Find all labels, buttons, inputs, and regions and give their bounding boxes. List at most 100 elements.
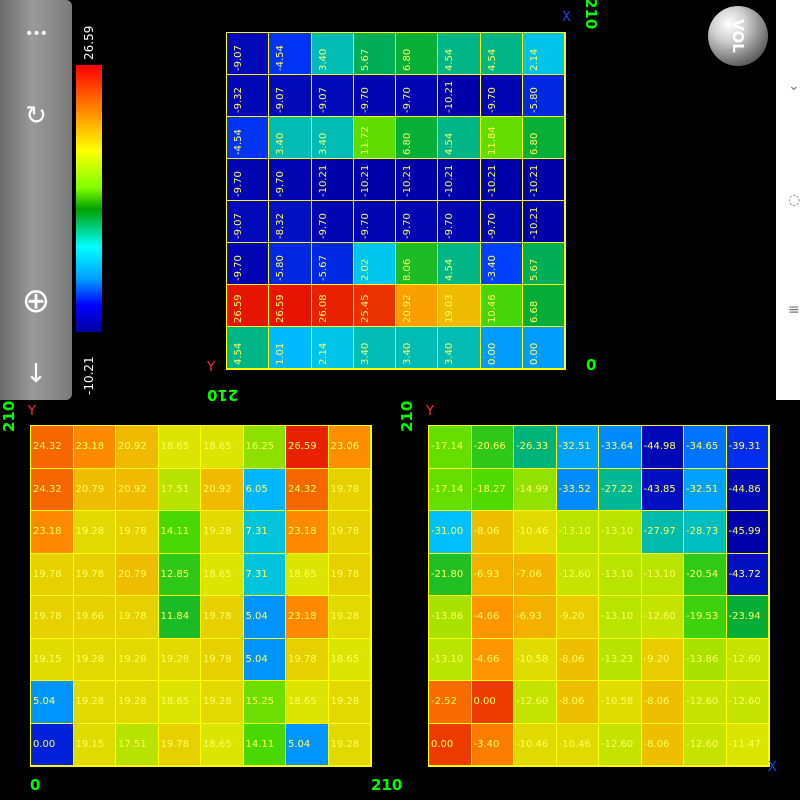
heatmap-cell-value: 19.28 (75, 526, 105, 538)
heatmap-cell-value: 17.51 (118, 738, 147, 750)
add-circle-icon[interactable]: ⊕ (21, 281, 51, 321)
heatmap-cell-value: 20.92 (203, 483, 232, 495)
heatmap-cell: -6.93 (514, 596, 557, 639)
volume-button[interactable]: VOL (708, 6, 768, 66)
heatmap-cell-value: -9.07 (275, 87, 287, 113)
heatmap-cell-value: 10.46 (486, 294, 498, 323)
heatmap-cell: 26.59 (227, 285, 270, 327)
heatmap-cell: -12.60 (684, 681, 727, 724)
heatmap-cell-value: -39.31 (728, 441, 761, 453)
top-heatmap[interactable]: -9.07 -4.54 3.40 5.67 6.80 4.54 4.54 2.14 -9.32 -… (226, 32, 566, 370)
heatmap-cell-value: 14.11 (245, 738, 275, 750)
heatmap-cell: 19.28 (116, 681, 159, 724)
heatmap-cell-value: 19.78 (330, 568, 360, 580)
heatmap-cell-value: -7.06 (516, 568, 542, 580)
heatmap-cell-value: -9.70 (402, 213, 413, 239)
refresh-icon[interactable]: ↻ (25, 101, 47, 131)
heatmap-cell-value: -10.21 (444, 164, 456, 197)
heatmap-cell: -23.94 (726, 596, 769, 639)
heatmap-cell-value: 18.65 (203, 568, 232, 580)
heatmap-cell: 10.46 (480, 285, 523, 327)
heatmap-cell: -32.51 (556, 426, 599, 469)
heatmap-cell-value: -9.70 (486, 87, 498, 113)
heatmap-cell: 11.72 (353, 117, 396, 159)
heatmap-cell: 7.31 (243, 511, 286, 554)
heatmap-cell: 25.45 (353, 285, 396, 327)
heatmap-cell-value: -9.32 (233, 87, 244, 113)
heatmap-cell-value: 2.14 (528, 48, 540, 71)
heatmap-cell-value: -13.86 (686, 653, 719, 665)
heatmap-cell: 0.00 (522, 327, 565, 369)
heatmap-cell: -9.07 (227, 33, 270, 75)
heatmap-cell: 19.78 (328, 553, 371, 596)
heatmap-cell: 16.25 (243, 426, 286, 469)
heatmap-cell: -10.21 (396, 159, 439, 201)
heatmap-cell-value: 11.84 (160, 611, 190, 623)
heatmap-cell: -34.65 (684, 426, 727, 469)
heatmap-cell: 14.11 (158, 511, 201, 554)
heatmap-cell: -2.52 (429, 681, 472, 724)
heatmap-cell: -20.54 (684, 553, 727, 596)
heatmap-cell: 4.54 (438, 243, 481, 285)
heatmap-cell: 19.78 (116, 596, 159, 639)
chevron-icon[interactable]: ⌄ (788, 78, 800, 94)
heatmap-cell-value: 0.00 (486, 342, 498, 365)
more-vert-icon[interactable]: ••• (25, 26, 48, 42)
heatmap-cell-value: -44.86 (728, 483, 761, 495)
heatmap-cell-value: -9.70 (444, 213, 456, 239)
heatmap-cell: 7.31 (243, 553, 286, 596)
download-icon[interactable]: ↓ (25, 359, 47, 389)
heatmap-cell-value: 19.15 (33, 653, 62, 665)
heatmap-cell: -4.66 (471, 638, 514, 681)
heatmap-cell-value: -10.58 (516, 653, 549, 665)
heatmap-cell: -12.60 (726, 681, 769, 724)
heatmap-cell-value: 23.18 (288, 611, 317, 623)
bottom-right-heatmap[interactable]: -17.14 -20.66 -26.33 -32.51 -33.64 -44.98 -34.… (428, 425, 770, 767)
bottom-left-heatmap[interactable]: 24.32 23.18 20.92 18.65 18.65 16.25 26.59 23.06… (30, 425, 372, 767)
heatmap-cell: -10.21 (480, 159, 523, 201)
heatmap-cell-value: -9.07 (317, 87, 329, 113)
heatmap-cell-value: -3.40 (473, 738, 500, 750)
heatmap-cell-value: -27.22 (601, 483, 634, 495)
heatmap-cell: -43.85 (641, 468, 684, 511)
heatmap-cell-value: -33.52 (558, 483, 591, 495)
heatmap-cell: 19.78 (158, 723, 201, 766)
heatmap-cell-value: -10.21 (486, 164, 498, 197)
heatmap-cell-value: 12.85 (160, 568, 190, 580)
heatmap-cell-value: 5.04 (245, 611, 268, 623)
heatmap-cell: 19.28 (201, 681, 244, 724)
heatmap-cell: 18.65 (158, 681, 201, 724)
heatmap-cell: -9.20 (556, 596, 599, 639)
heatmap-cell: 19.28 (73, 511, 116, 554)
side-toolbar: ••• ↻ ⊕ ↓ (0, 0, 72, 400)
top-axis-right-origin: 0 (586, 356, 597, 374)
heatmap-cell-value: 3.40 (359, 342, 371, 365)
heatmap-cell-value: -10.46 (516, 738, 549, 750)
heatmap-cell-value: 26.59 (288, 441, 317, 453)
heatmap-cell: -13.10 (556, 511, 599, 554)
heatmap-cell-value: 20.79 (118, 568, 147, 580)
heatmap-cell: -10.58 (514, 638, 557, 681)
heatmap-cell-value: 2.02 (359, 258, 371, 281)
side-drawer-edge[interactable]: ⌄ ◌ ≡ (776, 0, 800, 400)
heatmap-cell-value: -20.54 (686, 568, 719, 580)
heatmap-cell-value: -12.60 (516, 696, 549, 708)
heatmap-cell: -31.00 (429, 511, 472, 554)
heatmap-cell: 19.78 (328, 468, 371, 511)
heatmap-cell-value: 4.54 (444, 48, 456, 71)
heatmap-cell: 14.11 (243, 723, 286, 766)
heatmap-cell-value: -3.40 (486, 255, 498, 281)
menu-icon[interactable]: ≡ (788, 302, 800, 318)
heatmap-cell: 3.40 (311, 117, 354, 159)
heatmap-cell-value: 20.79 (75, 483, 105, 495)
heatmap-cell-value: 19.66 (75, 611, 105, 623)
heatmap-cell-value: 25.45 (359, 294, 371, 323)
heatmap-cell: 19.15 (73, 723, 116, 766)
circle-icon[interactable]: ◌ (788, 192, 800, 208)
heatmap-cell: -4.54 (269, 33, 312, 75)
heatmap-cell: -10.46 (556, 723, 599, 766)
heatmap-cell: 19.78 (31, 596, 74, 639)
heatmap-cell-value: 8.06 (402, 258, 413, 281)
heatmap-cell-value: -9.70 (359, 213, 371, 239)
heatmap-cell: 19.28 (328, 723, 371, 766)
